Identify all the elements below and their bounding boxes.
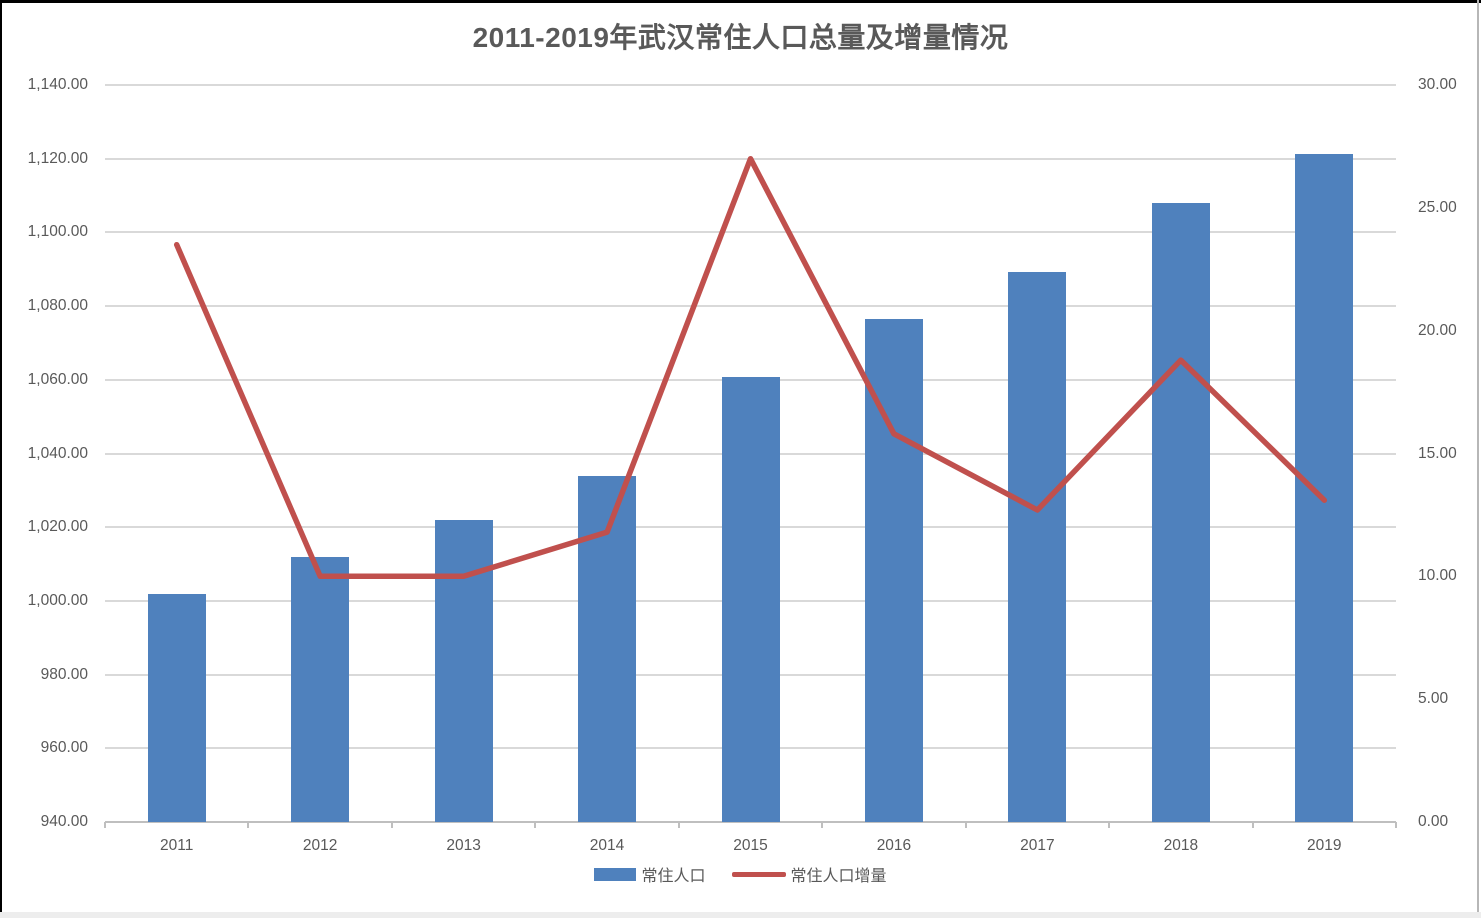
x-axis-tick [1251,822,1254,828]
x-tick-label: 2017 [1020,837,1055,854]
bar-2017 [1008,271,1067,822]
x-axis-tick [104,822,106,828]
window-left-border [0,0,2,912]
y-right-tick-label: 25.00 [1418,198,1457,216]
x-axis-line [105,821,1396,823]
y-left-tick-label: 960.00 [40,739,88,757]
legend-item-population: 常住人口 [594,862,706,886]
y-right-tick-label: 15.00 [1418,444,1457,462]
y-right-tick-label: 20.00 [1418,321,1457,339]
x-tick-label: 2015 [733,837,768,854]
y-right-tick-label: 5.00 [1418,690,1449,708]
y-left-tick-label: 1,100.00 [27,223,88,241]
x-axis-tick [1108,822,1111,828]
window-right-border [1477,0,1479,918]
x-tick-label: 2013 [446,837,481,854]
x-axis-tick [677,822,680,828]
x-axis-tick [964,822,967,828]
y-left-tick-label: 940.00 [40,813,88,830]
bar-2019 [1295,154,1354,822]
line-series-swatch [731,871,786,877]
legend-item-increment: 常住人口增量 [731,862,887,886]
x-tick-label: 2011 [160,837,194,854]
x-tick-label: 2012 [302,837,338,854]
y-left-tick-label: 980.00 [40,665,88,683]
window-bottom-strip [0,912,1481,918]
x-tick-label: 2016 [876,837,912,854]
increment-line-series [173,155,1328,580]
x-axis-tick [534,822,537,828]
bar-series-swatch [594,867,637,881]
window-top-border [0,0,1481,3]
x-tick-label: 2018 [1163,837,1199,854]
y-left-tick-label: 1,140.00 [27,76,88,93]
x-axis-tick [390,822,393,828]
bar-2015 [721,376,780,822]
legend-label-population: 常住人口 [641,868,706,885]
x-tick-label: 2014 [589,837,625,854]
x-axis-tick [1395,822,1397,828]
legend-label-increment: 常住人口增量 [790,868,887,885]
chart-title: 2011-2019年武汉常住人口总量及增量情况 [472,22,1009,53]
y-left-tick-label: 1,120.00 [27,149,88,167]
y-right-tick-label: 10.00 [1418,567,1457,585]
x-axis-tick [247,822,250,828]
gridline [105,305,1396,308]
y-left-tick-label: 1,000.00 [27,591,88,609]
y-left-tick-label: 1,080.00 [27,297,88,315]
y-right-tick-label: 30.00 [1418,76,1457,93]
bar-2011 [147,593,206,822]
gridline [105,231,1396,234]
x-tick-label: 2019 [1307,837,1342,854]
bar-2018 [1151,202,1210,822]
y-left-tick-label: 1,060.00 [27,370,88,388]
legend: 常住人口 常住人口增量 [0,861,1481,887]
y-left-tick-label: 1,020.00 [27,518,88,536]
y-left-tick-label: 1,040.00 [27,444,88,462]
bar-2012 [291,556,350,822]
gridline [105,84,1396,86]
increment-line [173,155,1328,580]
x-axis-tick [821,822,824,828]
y-right-tick-label: 0.00 [1418,813,1449,830]
